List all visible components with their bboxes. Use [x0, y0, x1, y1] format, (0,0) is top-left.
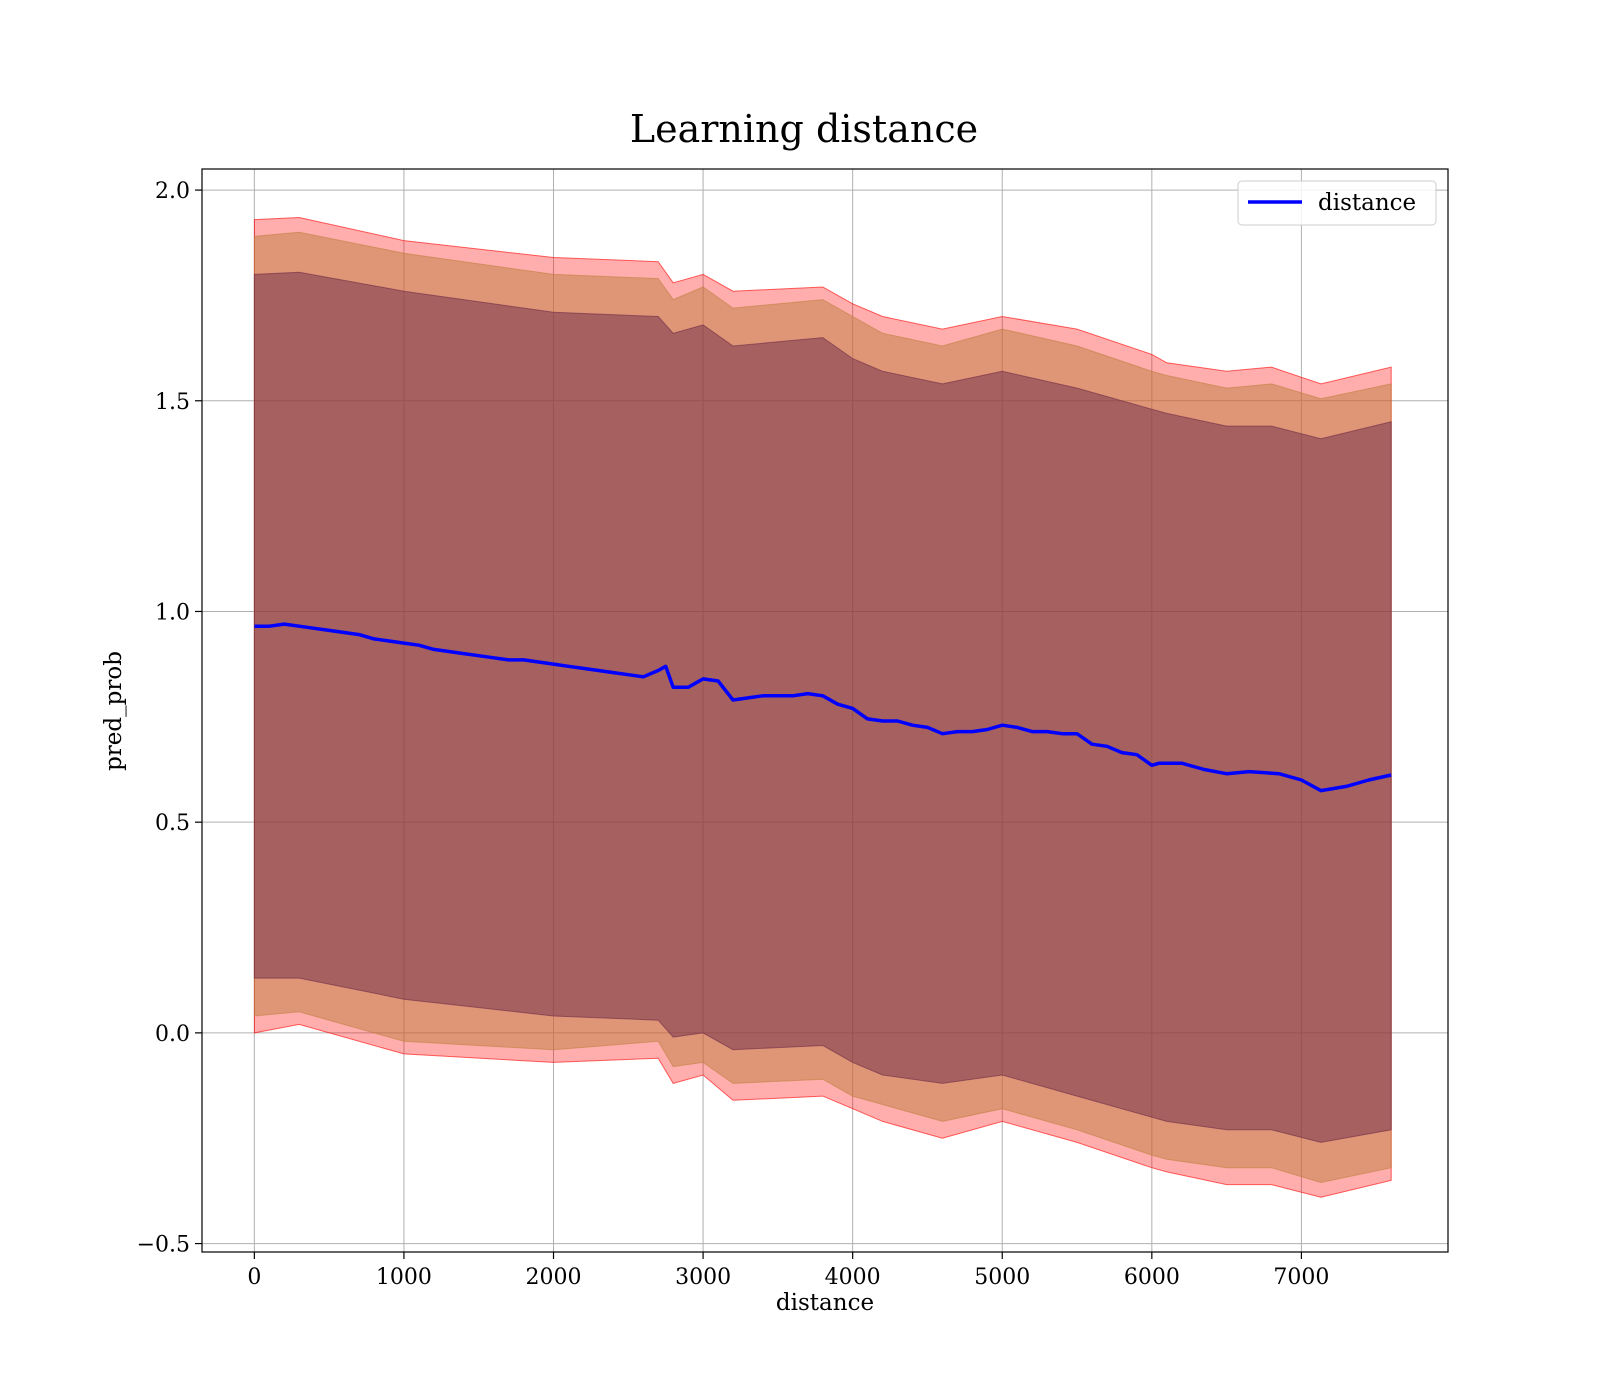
series-line-distance: [254, 622, 1392, 793]
legend: distance: [1237, 180, 1437, 226]
x-axis-ticks: 0 1000 2000 3000 4000 5000 6000 7000: [247, 1252, 1329, 1290]
x-tick-label: 4000: [825, 1265, 881, 1290]
plot-frame: [201, 168, 1449, 1253]
legend-box: [1237, 180, 1437, 226]
x-axis-title: distance: [776, 1290, 874, 1316]
x-tick-label: 0: [247, 1265, 261, 1290]
y-tick-label: 1.5: [155, 390, 190, 415]
x-tick-label: 2000: [526, 1265, 582, 1290]
y-axis-ticks: −0.5 0.0 0.5 1.0 1.5 2.0: [137, 179, 202, 1258]
y-tick-label: 0.5: [155, 811, 190, 836]
y-tick-label: 2.0: [155, 179, 190, 204]
y-tick-label: 1.0: [155, 600, 190, 625]
x-tick-label: 6000: [1124, 1265, 1180, 1290]
y-axis-title: pred_prob: [101, 651, 127, 771]
y-tick-label: 0.0: [155, 1022, 190, 1047]
legend-label-distance: distance: [1318, 190, 1416, 216]
x-tick-label: 3000: [675, 1265, 731, 1290]
x-tick-label: 1000: [376, 1265, 432, 1290]
y-tick-label: −0.5: [137, 1233, 190, 1258]
chart-title: Learning distance: [630, 107, 978, 151]
x-tick-label: 5000: [974, 1265, 1030, 1290]
confidence-bands: [253, 216, 1392, 1198]
series-lines: [254, 622, 1392, 793]
x-tick-label: 7000: [1273, 1265, 1329, 1290]
confidence-band-3: [253, 271, 1392, 1143]
